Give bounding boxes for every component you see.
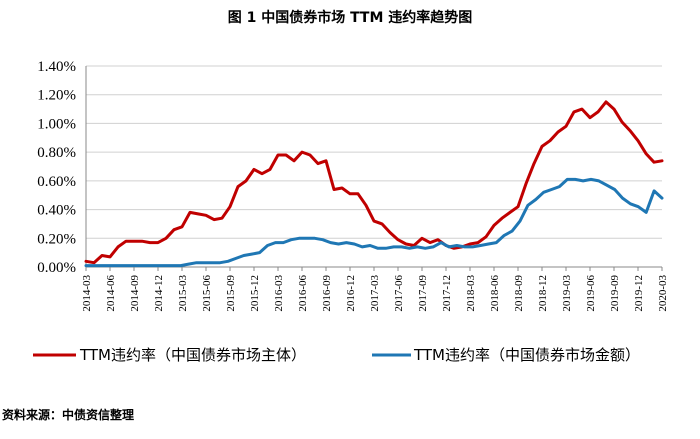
x-tick-label: 2018-06 — [489, 275, 501, 312]
x-tick-label: 2018-12 — [537, 275, 549, 312]
y-tick-label: 1.20% — [37, 88, 76, 104]
y-tick-label: 0.60% — [37, 174, 76, 190]
axes — [85, 66, 662, 268]
x-tick-label: 2019-03 — [561, 275, 573, 312]
x-tick-label: 2015-09 — [225, 275, 237, 312]
x-tick-label: 2015-03 — [177, 275, 189, 312]
series-line-2 — [84, 177, 664, 268]
x-tick-label: 2017-03 — [369, 275, 381, 312]
x-tick-label: 2018-03 — [465, 275, 477, 312]
x-tick-label: 2017-06 — [393, 275, 405, 312]
x-tick-label: 2016-06 — [297, 275, 309, 312]
x-tick-label: 2019-06 — [585, 275, 597, 312]
y-tick-label: 0.40% — [37, 203, 76, 219]
y-tick-label: 1.40% — [37, 59, 76, 75]
series-lines — [84, 100, 664, 268]
x-tick-label: 2018-09 — [513, 275, 525, 312]
x-tick-label: 2016-03 — [273, 275, 285, 312]
y-tick-label: 0.80% — [37, 145, 76, 161]
x-tick-label: 2016-12 — [345, 275, 357, 312]
x-tick-label: 2014-03 — [81, 275, 93, 312]
x-tick-label: 2014-12 — [153, 275, 165, 312]
x-tick-label: 2019-09 — [609, 275, 621, 312]
source-note: 资料来源：中债资信整理 — [2, 407, 134, 422]
x-axis-ticks: 2014-03 2014-06 2014-09 2014-12 2015-03 2015-… — [81, 267, 669, 312]
x-tick-label: 2017-12 — [441, 275, 453, 312]
x-tick-label: 2020-03 — [657, 275, 669, 312]
y-tick-label: 0.00% — [37, 260, 76, 276]
y-axis-ticks: 0.00% 0.20% 0.40% 0.60% 0.80% 1.00% 1.20% 1.40% — [37, 59, 76, 276]
y-tick-label: 0.20% — [37, 231, 76, 247]
x-tick-label: 2014-06 — [105, 275, 117, 312]
x-tick-label: 2019-12 — [633, 275, 645, 312]
x-tick-label: 2015-06 — [201, 275, 213, 312]
grid — [86, 65, 662, 239]
x-tick-label: 2014-09 — [129, 275, 141, 312]
x-tick-label: 2015-12 — [249, 275, 261, 312]
series-line-1 — [84, 100, 664, 265]
legend: TTM违约率（中国债券市场主体） TTM违约率（中国债券市场金额） — [33, 346, 640, 364]
legend-label-1: TTM违约率（中国债券市场主体） — [79, 346, 306, 364]
x-tick-label: 2016-09 — [321, 275, 333, 312]
legend-label-2: TTM违约率（中国债券市场金额） — [413, 346, 640, 364]
x-tick-label: 2017-09 — [417, 275, 429, 312]
y-tick-label: 1.00% — [37, 116, 76, 132]
chart-title: 图 1 中国债券市场 TTM 违约率趋势图 — [228, 9, 473, 26]
